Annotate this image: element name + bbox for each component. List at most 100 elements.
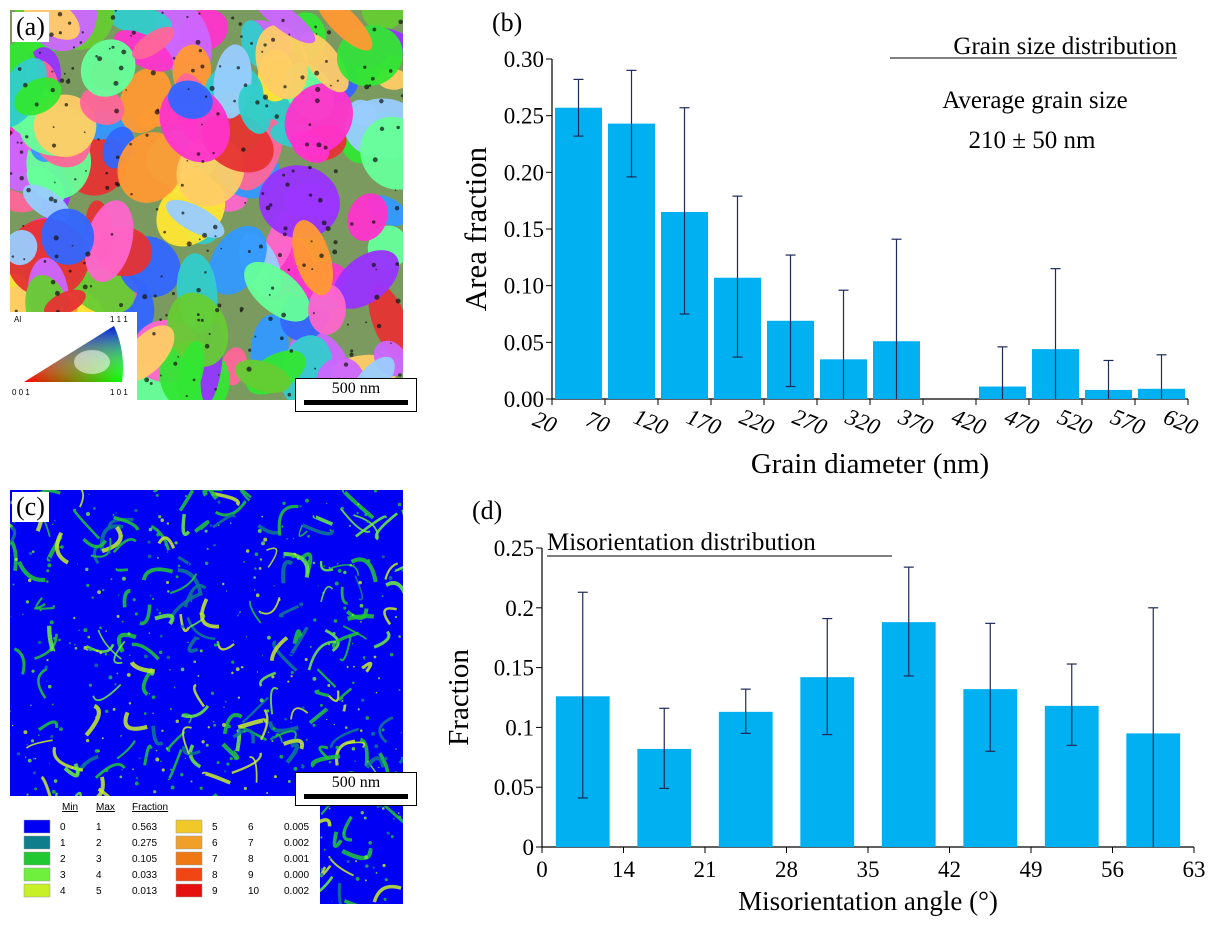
kam-boundary-line — [101, 525, 123, 554]
grain-boundary-speck — [308, 165, 312, 170]
kam-speck — [346, 859, 350, 863]
kam-speck — [394, 615, 398, 619]
grain-boundary-speck — [83, 261, 86, 265]
kam-speck — [156, 556, 159, 559]
kam-boundary-line — [269, 687, 279, 715]
scale-bar-a: 500 nm — [295, 378, 417, 412]
x-tick-label: 570 — [1107, 404, 1149, 440]
legend-header: Min — [62, 802, 78, 813]
kam-speck — [104, 768, 109, 773]
kam-speck — [234, 756, 238, 761]
grain-shape — [347, 193, 388, 242]
kam-speck — [229, 756, 233, 761]
kam-speck — [266, 792, 269, 794]
kam-boundary-line — [353, 514, 379, 540]
kam-speck — [230, 522, 232, 524]
kam-speck — [212, 720, 215, 723]
legend-max: 2 — [96, 838, 102, 849]
grain-boundary-speck — [291, 169, 295, 173]
legend-fraction: 0.275 — [132, 838, 157, 849]
kam-boundary-line — [373, 630, 391, 649]
ipf-triangle-overlay — [24, 326, 123, 382]
kam-speck — [127, 632, 131, 636]
kam-speck — [352, 665, 355, 668]
chart-title: Misorientation distribution — [547, 529, 816, 556]
kam-speck — [392, 810, 395, 813]
legend-min: 6 — [212, 838, 218, 849]
kam-speck — [26, 743, 29, 746]
kam-speck — [148, 527, 153, 532]
kam-boundary-line — [92, 684, 122, 702]
y-tick-label: 0.00 — [504, 387, 544, 412]
grain-boundary-speck — [149, 381, 153, 385]
kam-speck — [239, 611, 241, 613]
kam-boundary-line — [384, 562, 399, 580]
kam-speck — [44, 665, 48, 669]
kam-speck — [27, 758, 32, 763]
kam-speck — [231, 660, 235, 664]
kam-speck — [351, 613, 355, 617]
grain-boundary-speck — [218, 65, 222, 68]
kam-boundary-line — [151, 725, 164, 746]
kam-speck — [238, 612, 240, 615]
grain-boundary-speck — [161, 11, 164, 14]
y-axis-label: Area fraction — [458, 146, 493, 311]
kam-boundary-line — [214, 500, 247, 517]
kam-speck — [96, 649, 99, 653]
kam-speck — [348, 524, 351, 527]
kam-boundary-line — [166, 730, 186, 752]
grain-shape — [132, 26, 175, 60]
kam-speck — [327, 684, 331, 687]
legend-fraction: 0.002 — [284, 838, 309, 849]
grain-boundary-speck — [346, 323, 349, 326]
grain-boundary-speck — [314, 367, 317, 370]
kam-speck — [132, 768, 134, 771]
grain-boundary-speck — [159, 374, 162, 377]
legend-swatch — [175, 851, 203, 866]
grain-boundary-speck — [85, 169, 87, 172]
kam-speck — [170, 785, 175, 790]
kam-speck — [193, 660, 197, 664]
kam-speck — [151, 695, 156, 700]
grain-boundary-speck — [89, 285, 93, 288]
legend-max: 5 — [96, 886, 102, 897]
kam-speck — [143, 654, 148, 659]
grain-boundary-speck — [400, 94, 403, 98]
grain-size-bar — [555, 107, 602, 399]
kam-boundary-line — [38, 720, 59, 732]
kam-speck — [25, 600, 30, 604]
kam-boundary-line — [123, 711, 148, 731]
kam-boundary-line — [268, 721, 299, 733]
legend-header: Fraction — [132, 802, 168, 813]
kam-speck — [83, 628, 88, 633]
kam-speck — [135, 776, 139, 780]
kam-speck — [400, 732, 402, 734]
grain-boundary-speck — [365, 321, 368, 324]
kam-speck — [358, 580, 362, 585]
kam-speck — [328, 807, 331, 810]
grain-boundary-speck — [220, 247, 223, 250]
kam-speck — [377, 677, 381, 680]
kam-boundary-line — [150, 524, 171, 551]
kam-speck — [60, 545, 64, 549]
kam-boundary-line — [232, 728, 255, 744]
grain-boundary-speck — [329, 84, 332, 87]
x-tick-label: 14 — [612, 857, 636, 882]
kam-speck — [346, 665, 349, 669]
kam-speck — [32, 757, 36, 760]
kam-speck — [156, 608, 159, 611]
kam-speck — [346, 821, 349, 824]
kam-speck — [143, 712, 147, 715]
kam-speck — [303, 558, 307, 561]
kam-speck — [323, 565, 326, 568]
kam-boundary-line — [116, 740, 136, 760]
kam-boundary-line — [338, 687, 353, 701]
grain-boundary-speck — [308, 123, 312, 127]
kam-speck — [263, 537, 268, 542]
legend-max: 8 — [248, 854, 254, 865]
grain-boundary-speck — [105, 171, 109, 175]
kam-speck — [334, 581, 339, 586]
kam-speck — [180, 772, 184, 777]
kam-speck — [197, 674, 200, 677]
grain-boundary-speck — [333, 169, 338, 174]
